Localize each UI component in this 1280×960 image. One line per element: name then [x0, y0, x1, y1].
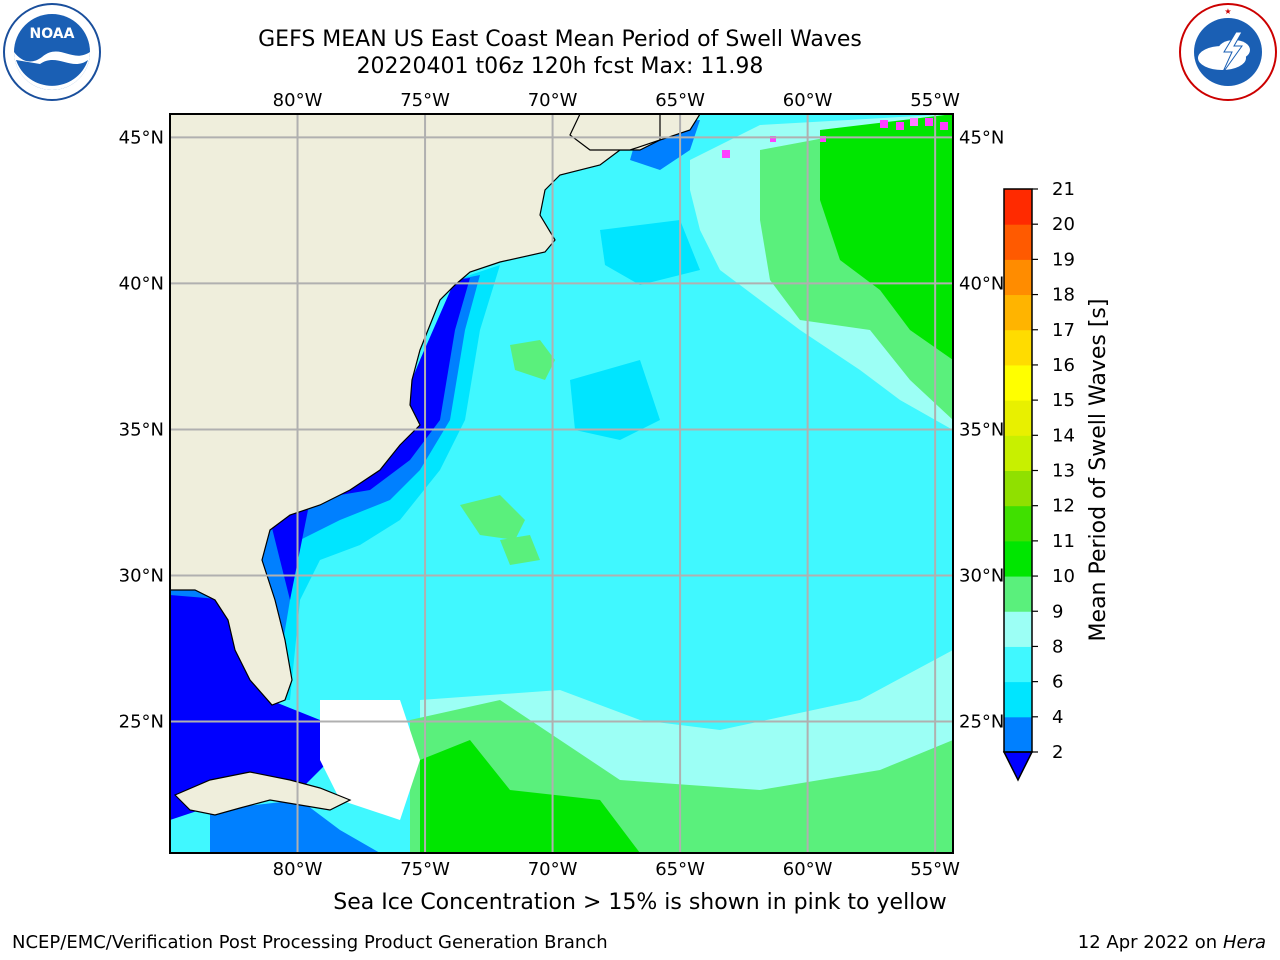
colorbar-segment [1004, 470, 1032, 507]
noaa-logo: NOAA [3, 3, 101, 101]
lon-tick-top: 75°W [400, 90, 450, 111]
chart-title: GEFS MEAN US East Coast Mean Period of S… [258, 27, 862, 52]
svg-text:★: ★ [1224, 7, 1231, 16]
chart-subtitle: 20220401 t06z 120h fcst Max: 11.98 [356, 54, 764, 79]
latitude-labels-left: 45°N 40°N 35°N 30°N 25°N [119, 127, 164, 732]
caribbean-blue [210, 800, 380, 853]
land [170, 114, 701, 816]
colorbar-tick: 14 [1052, 425, 1075, 446]
north-america-land [170, 114, 701, 706]
colorbar-tick: 21 [1052, 179, 1075, 200]
colorbar-tick: 15 [1052, 390, 1075, 411]
lon-tick-top: 55°W [910, 90, 960, 111]
colorbar-tick: 20 [1052, 214, 1075, 235]
lon-tick-bottom: 80°W [273, 859, 323, 880]
lat-tick-right: 25°N [959, 712, 1004, 733]
map-frame [169, 113, 954, 854]
colorbar-segment [1004, 294, 1032, 331]
colorbar-tick: 9 [1052, 601, 1063, 622]
gulf-deep-blue [170, 595, 330, 820]
lon-tick-bottom: 70°W [528, 859, 578, 880]
patch-green-3 [500, 535, 540, 565]
lat-tick-right: 35°N [959, 419, 1004, 440]
footer-date: 12 Apr 2022 on Hera [1078, 932, 1266, 953]
lat-tick-left: 35°N [119, 419, 164, 440]
footer-credit: NCEP/EMC/Verification Post Processing Pr… [12, 932, 608, 953]
patch-green-1 [510, 340, 555, 380]
colorbar-tick: 12 [1052, 496, 1075, 517]
gridlines [170, 114, 953, 853]
colorbar-label: Mean Period of Swell Waves [s] [1086, 299, 1111, 642]
colorbar-tick: 4 [1052, 707, 1063, 728]
colorbar-segment [1004, 259, 1032, 296]
colorbar-tick: 2 [1052, 742, 1063, 763]
colorbar-tick: 8 [1052, 636, 1063, 657]
lon-tick-bottom: 75°W [400, 859, 450, 880]
footer-date-text: 12 Apr 2022 on [1077, 932, 1218, 953]
colorbar-tick: 16 [1052, 355, 1075, 376]
footer-host: Hera [1222, 932, 1266, 953]
patch-cyan-1 [570, 360, 660, 440]
colorbar-tick: 11 [1052, 531, 1075, 552]
cuba-land [173, 771, 352, 816]
colorbar-tick: 6 [1052, 672, 1063, 693]
lat-tick-left: 25°N [119, 712, 164, 733]
colorbar-segment [1004, 400, 1032, 436]
colorbar-segment [1004, 716, 1032, 753]
colorbar-tick: 10 [1052, 566, 1075, 587]
colorbar-tick: 18 [1052, 285, 1075, 306]
colorbar-tick: 19 [1052, 249, 1075, 270]
region-bright-green-ne [820, 114, 953, 360]
lon-tick-top: 60°W [783, 90, 833, 111]
colorbar-segment [1004, 364, 1032, 401]
colorbar-segment [1004, 646, 1032, 683]
lon-tick-bottom: 60°W [783, 859, 833, 880]
colorbar-segment [1004, 540, 1032, 577]
colorbar-segment [1004, 224, 1032, 260]
colorbar-segment [1004, 576, 1032, 612]
colorbar-segment [1004, 611, 1032, 647]
lon-tick-top: 65°W [655, 90, 705, 111]
colorbar: 2 4 6 8 9 10 11 12 13 14 15 16 17 18 19 20 21 [1002, 179, 1075, 782]
lon-tick-top: 80°W [273, 90, 323, 111]
longitude-labels-top: 80°W 75°W 70°W 65°W 60°W 55°W [273, 90, 961, 111]
lon-tick-bottom: 55°W [910, 859, 960, 880]
lat-tick-right: 30°N [959, 566, 1004, 587]
lon-tick-top: 70°W [528, 90, 578, 111]
colorbar-segment [1004, 435, 1032, 471]
lon-tick-bottom: 65°W [655, 859, 705, 880]
nws-logo: ★ [1179, 3, 1277, 101]
colorbar-tick: 13 [1052, 461, 1075, 482]
patch-green-2 [460, 495, 525, 540]
lat-tick-left: 30°N [119, 566, 164, 587]
colorbar-segment [1004, 329, 1032, 366]
noaa-logo-text: NOAA [30, 26, 75, 42]
nova-scotia-land [569, 114, 661, 151]
patch-cyan-2 [600, 220, 700, 285]
longitude-labels-bottom: 80°W 75°W 70°W 65°W 60°W 55°W [273, 859, 961, 880]
colorbar-under-arrow [1002, 751, 1034, 782]
colorbar-segment [1004, 681, 1032, 718]
lat-tick-left: 45°N [119, 127, 164, 148]
lat-tick-right: 40°N [959, 273, 1004, 294]
colorbar-segment [1004, 189, 1032, 225]
region-bright-green-s [420, 740, 640, 853]
coastal-deep-blue-band [270, 278, 470, 600]
colorbar-tick: 17 [1052, 320, 1075, 341]
bahamas-banks [320, 700, 420, 820]
sea-ice-pixels [722, 118, 948, 158]
latitude-labels-right: 45°N 40°N 35°N 30°N 25°N [959, 127, 1004, 732]
lat-tick-left: 40°N [119, 273, 164, 294]
lat-tick-right: 45°N [959, 127, 1004, 148]
colorbar-segment [1004, 505, 1032, 542]
sea-ice-caption: Sea Ice Concentration > 15% is shown in … [333, 890, 947, 915]
